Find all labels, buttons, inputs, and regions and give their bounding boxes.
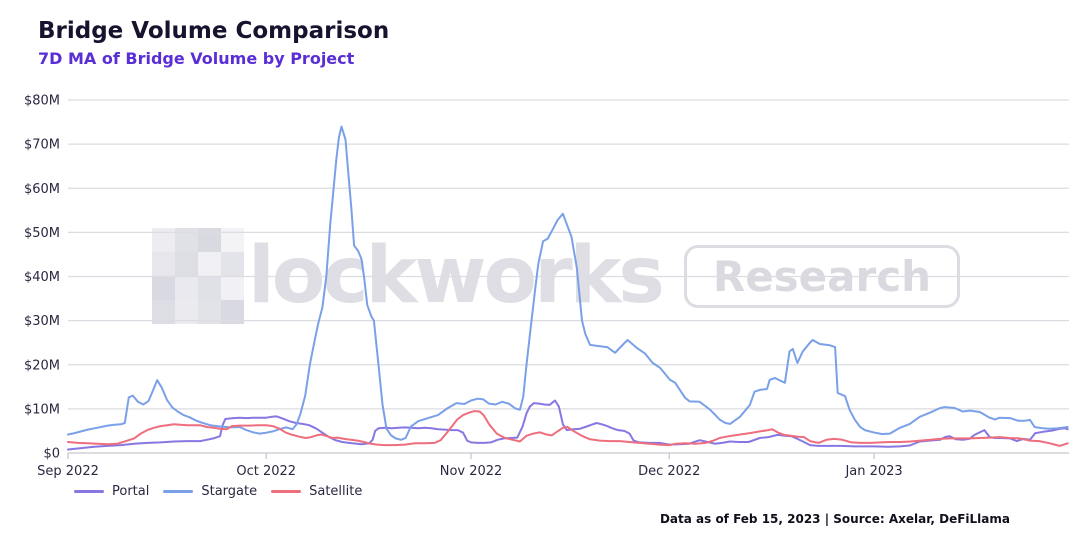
series-line-satellite <box>67 410 1069 447</box>
legend-label: Portal <box>112 484 150 499</box>
series-line-stargate <box>67 125 1069 441</box>
y-tick-label: $40M <box>24 270 60 285</box>
legend-swatch-satellite <box>271 490 302 493</box>
y-tick-label: $30M <box>24 314 60 329</box>
x-tick-label: Dec 2022 <box>638 464 700 479</box>
y-tick-label: $80M <box>24 94 60 109</box>
legend-label: Satellite <box>309 484 363 499</box>
chart-legend: Portal Stargate Satellite <box>74 484 362 499</box>
page-title: Bridge Volume Comparison <box>38 18 390 44</box>
legend-item-portal[interactable]: Portal <box>74 484 149 499</box>
source-note: Data as of Feb 15, 2023 | Source: Axelar… <box>659 512 1010 526</box>
page-subtitle: 7D MA of Bridge Volume by Project <box>38 49 355 68</box>
y-tick-label: $20M <box>24 358 60 373</box>
y-tick-label: $0 <box>43 447 60 462</box>
legend-swatch-portal <box>74 490 104 493</box>
x-tick-label: Jan 2023 <box>844 464 902 479</box>
y-tick-label: $60M <box>24 182 60 197</box>
blockworks-logo-icon <box>152 228 244 324</box>
series-line-portal <box>67 399 1069 451</box>
legend-label: Stargate <box>201 484 258 499</box>
y-tick-label: $50M <box>24 226 60 241</box>
x-tick-label: Sep 2022 <box>37 464 99 479</box>
y-tick-label: $10M <box>24 402 60 417</box>
x-tick-label: Oct 2022 <box>236 464 296 479</box>
legend-item-stargate[interactable]: Stargate <box>163 484 257 499</box>
y-tick-label: $70M <box>24 138 60 153</box>
legend-item-satellite[interactable]: Satellite <box>271 484 362 499</box>
x-tick-label: Nov 2022 <box>440 464 503 479</box>
legend-swatch-stargate <box>163 490 194 493</box>
